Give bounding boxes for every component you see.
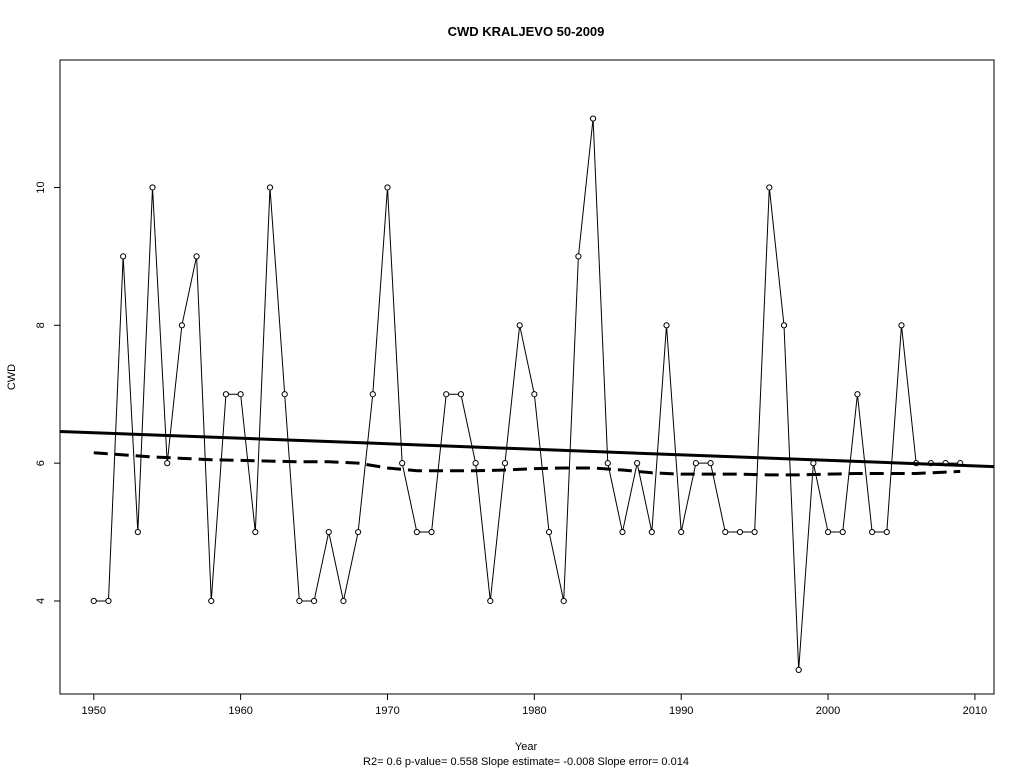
cwd-data-point <box>604 460 611 467</box>
cwd-data-point <box>824 528 832 536</box>
x-tick-label: 1990 <box>669 705 693 717</box>
cwd-data-point <box>766 184 773 191</box>
x-tick-label: 1950 <box>82 705 106 717</box>
x-tick-label: 1960 <box>228 705 252 717</box>
chart-title: CWD KRALJEVO 50-2009 <box>448 24 605 39</box>
y-tick-label: 10 <box>35 181 47 193</box>
cwd-data-point <box>90 597 97 605</box>
cwd-data-point <box>296 597 303 605</box>
cwd-data-point <box>545 528 553 536</box>
cwd-data-point <box>457 391 465 398</box>
cwd-data-point <box>663 322 670 329</box>
cwd-data-point <box>384 184 391 191</box>
cwd-data-point <box>516 322 523 329</box>
cwd-data-point <box>883 528 890 536</box>
cwd-data-point <box>413 528 420 536</box>
cwd-data-point <box>854 391 861 398</box>
cwd-data-point <box>428 528 435 536</box>
cwd-data-point <box>692 460 699 467</box>
cwd-data-point <box>237 391 244 398</box>
cwd-data-point <box>560 597 567 605</box>
cwd-data-point <box>443 391 450 398</box>
cwd-data-point <box>310 597 318 605</box>
cwd-data-point <box>780 322 788 329</box>
cwd-data-point <box>619 528 626 536</box>
cwd-data-point <box>575 253 582 260</box>
cwd-data-point <box>252 528 259 536</box>
x-tick-label: 2010 <box>963 705 987 717</box>
series-layer <box>60 115 994 673</box>
cwd-data-point <box>281 391 288 398</box>
x-tick-label: 2000 <box>816 705 840 717</box>
cwd-data-point <box>531 391 538 398</box>
cwd-data-point <box>208 597 215 605</box>
cwd-data-point <box>795 666 802 673</box>
plot-frame <box>59 59 995 695</box>
cwd-data-point <box>707 460 714 467</box>
smoothed-trend-line <box>93 451 961 477</box>
x-tick-label: 1980 <box>522 705 546 717</box>
x-axis-label: Year <box>515 741 538 753</box>
cwd-data-point <box>149 184 156 191</box>
cwd-data-point <box>472 460 479 467</box>
y-tick-label: 4 <box>35 598 47 604</box>
cwd-data-point <box>722 528 729 536</box>
cwd-data-point <box>634 460 641 467</box>
cwd-data-point <box>751 528 758 536</box>
cwd-data-point <box>178 322 185 329</box>
cwd-data-point <box>869 528 876 536</box>
linear-trend-line <box>60 429 994 469</box>
cwd-data-point <box>369 391 376 398</box>
cwd-data-point <box>898 322 905 329</box>
cwd-data-point <box>501 460 509 467</box>
cwd-data-point <box>648 528 655 536</box>
x-axis: 1950 1960 1970 1980 1990 2000 2010 <box>82 694 987 717</box>
y-tick-label: 8 <box>35 322 47 328</box>
cwd-data-point <box>839 528 846 536</box>
cwd-data-point <box>487 597 494 605</box>
cwd-data-point <box>222 391 230 398</box>
cwd-data-point <box>266 184 274 191</box>
y-axis-label: CWD <box>6 364 18 390</box>
regression-stats-footer: R2= 0.6 p-value= 0.558 Slope estimate= -… <box>363 756 689 768</box>
cwd-data-point <box>340 597 347 605</box>
cwd-data-point <box>399 460 406 467</box>
cwd-data-point <box>355 528 362 536</box>
cwd-data-point <box>589 115 597 122</box>
cwd-data-point <box>134 528 141 536</box>
y-tick-label: 6 <box>35 460 47 466</box>
x-tick-label: 1970 <box>375 705 399 717</box>
cwd-data-point <box>164 460 171 467</box>
cwd-data-point <box>120 253 127 260</box>
y-axis: 4 6 8 10 <box>35 181 60 604</box>
cwd-data-point <box>736 528 744 536</box>
cwd-data-point <box>105 597 112 605</box>
cwd-data-point <box>678 528 685 536</box>
cwd-data-point <box>193 253 200 260</box>
cwd-data-point <box>325 528 332 536</box>
